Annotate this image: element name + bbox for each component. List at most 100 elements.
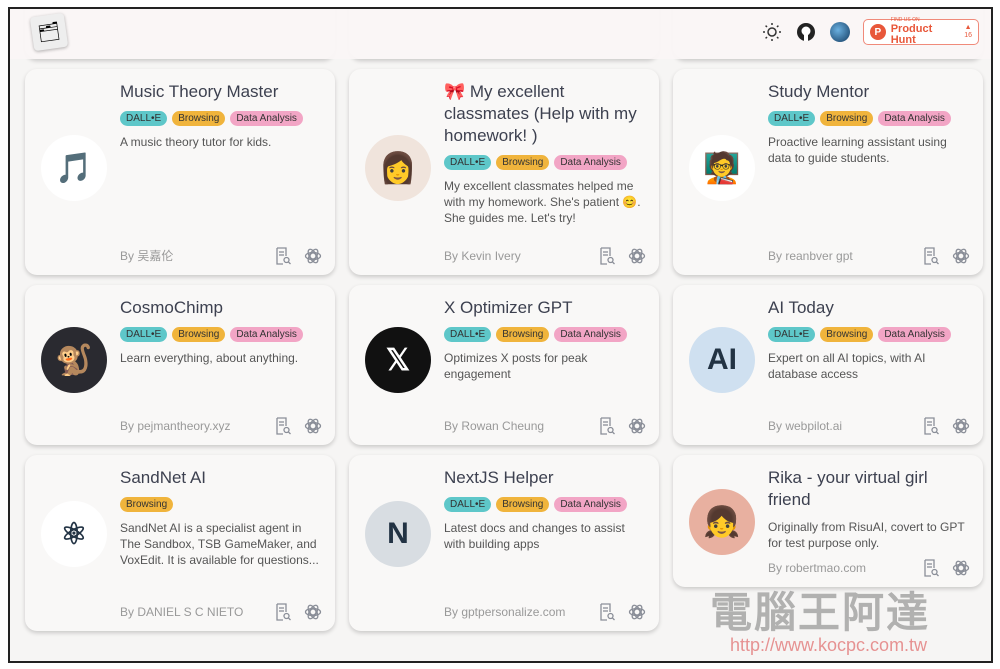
capability-tag: DALL•E (768, 327, 816, 342)
gpt-title[interactable]: NextJS Helper (444, 468, 554, 487)
product-hunt-badge[interactable]: P FIND US ON Product Hunt ▲ 16 (863, 17, 979, 46)
gpt-card[interactable]: ⚛ SandNet AI Browsing SandNet AI is a sp… (25, 455, 335, 631)
gpt-title[interactable]: X Optimizer GPT (444, 298, 573, 317)
gpt-card[interactable]: 👩 🎀 My excellent classmates (Help with m… (349, 69, 659, 275)
capability-tag: Data Analysis (230, 111, 303, 126)
gpt-author: By Rowan Cheung (444, 419, 545, 433)
openai-chatgpt-icon[interactable] (951, 558, 971, 578)
tag-list: DALL•E Browsing Data Analysis (444, 155, 649, 170)
tag-list: DALL•E Browsing Data Analysis (120, 327, 325, 342)
capability-tag: Browsing (172, 327, 226, 342)
openai-chatgpt-icon[interactable] (627, 416, 647, 436)
capability-tag: Browsing (820, 111, 874, 126)
product-hunt-icon: P (870, 24, 886, 40)
globe-icon[interactable] (829, 21, 851, 43)
view-details-icon[interactable] (273, 246, 293, 266)
gpt-avatar: 👩 (365, 135, 431, 201)
gpt-title[interactable]: Rika - your virtual girl friend (768, 468, 928, 509)
gpt-description: Expert on all AI topics, with AI databas… (768, 351, 926, 381)
view-details-icon[interactable] (921, 246, 941, 266)
view-details-icon[interactable] (597, 602, 617, 622)
gpt-author: By gptpersonalize.com (444, 605, 566, 619)
view-details-icon[interactable] (921, 416, 941, 436)
tag-list: DALL•E Browsing Data Analysis (768, 111, 973, 126)
capability-tag: DALL•E (444, 497, 492, 512)
gpt-avatar: 🎵 (41, 135, 107, 201)
gpt-title[interactable]: 🎀 My excellent classmates (Help with my … (444, 82, 637, 145)
product-hunt-caption: FIND US ON (890, 17, 920, 23)
gpt-description: Proactive learning assistant using data … (768, 135, 947, 165)
gpt-avatar: 🐒 (41, 327, 107, 393)
gpt-card[interactable]: 👧 Rika - your virtual girl friend Origin… (673, 455, 983, 587)
openai-chatgpt-icon[interactable] (627, 602, 647, 622)
capability-tag: Browsing (172, 111, 226, 126)
gpt-card[interactable]: N NextJS Helper DALL•E Browsing Data Analy… (349, 455, 659, 631)
gpt-avatar: 🧑‍🏫 (689, 135, 755, 201)
tag-list: DALL•E Browsing Data Analysis (444, 327, 649, 342)
gpt-description: SandNet AI is a specialist agent in The … (120, 521, 319, 567)
gpt-avatar: AI (689, 327, 755, 393)
gpt-author: By webpilot.ai (768, 419, 843, 433)
sun-icon[interactable] (761, 21, 783, 43)
gpt-avatar: N (365, 501, 431, 567)
gpt-card[interactable]: 🧑‍🏫 Study Mentor DALL•E Browsing Data Anal… (673, 69, 983, 275)
gpt-title[interactable]: CosmoChimp (120, 298, 223, 317)
capability-tag: DALL•E (120, 111, 168, 126)
tag-list: DALL•E Browsing Data Analysis (444, 497, 649, 512)
gpt-card[interactable]: 🎵 Music Theory Master DALL•E Browsing Data… (25, 69, 335, 275)
view-details-icon[interactable] (597, 416, 617, 436)
openai-chatgpt-icon[interactable] (951, 246, 971, 266)
github-icon[interactable] (795, 21, 817, 43)
gpt-author: By pejmantheory.xyz (120, 419, 231, 433)
gpt-card[interactable]: 🐒 CosmoChimp DALL•E Browsing Data Analysis… (25, 285, 335, 445)
capability-tag: Browsing (496, 327, 550, 342)
tag-list: DALL•E Browsing Data Analysis (120, 111, 325, 126)
openai-chatgpt-icon[interactable] (627, 246, 647, 266)
openai-chatgpt-icon[interactable] (303, 602, 323, 622)
capability-tag: DALL•E (444, 155, 492, 170)
capability-tag: DALL•E (120, 327, 168, 342)
top-bar: 🗂 P FIND US ON Product Hunt ▲ 16 (10, 9, 991, 59)
capability-tag: DALL•E (444, 327, 492, 342)
view-details-icon[interactable] (273, 602, 293, 622)
gpt-title[interactable]: SandNet AI (120, 468, 207, 487)
openai-chatgpt-icon[interactable] (951, 416, 971, 436)
gpt-title[interactable]: AI Today (768, 298, 834, 317)
capability-tag: Browsing (496, 155, 550, 170)
capability-tag: Data Analysis (554, 155, 627, 170)
upvote-count: ▲ 16 (964, 24, 972, 39)
view-details-icon[interactable] (921, 558, 941, 578)
gpt-author: By DANIEL S C NIETO (120, 605, 244, 619)
tag-list: DALL•E Browsing Data Analysis (768, 327, 973, 342)
gpt-avatar: ⚛ (41, 501, 107, 567)
capability-tag: Data Analysis (230, 327, 303, 342)
gpt-title[interactable]: Study Mentor (768, 82, 870, 101)
gpt-description: Optimizes X posts for peak engagement (444, 351, 588, 381)
capability-tag: Data Analysis (878, 327, 951, 342)
gpt-author: By 吴嘉伦 (120, 249, 174, 263)
gpt-description: Latest docs and changes to assist with b… (444, 521, 625, 551)
gpt-avatar: 𝕏 (365, 327, 431, 393)
capability-tag: DALL•E (768, 111, 816, 126)
watermark-url: http://www.kocpc.com.tw (730, 635, 928, 655)
tag-list: Browsing (120, 497, 325, 512)
site-logo[interactable]: 🗂 (29, 12, 69, 52)
gpt-description: A music theory tutor for kids. (120, 135, 272, 149)
gpt-description: My excellent classmates helped me with m… (444, 179, 641, 225)
gpt-card[interactable]: AI AI Today DALL•E Browsing Data Analysis … (673, 285, 983, 445)
gpt-card[interactable]: 𝕏 X Optimizer GPT DALL•E Browsing Data Ana… (349, 285, 659, 445)
capability-tag: Browsing (496, 497, 550, 512)
gpt-description: Originally from RisuAI, covert to GPT fo… (768, 520, 965, 550)
product-hunt-label: Product Hunt (890, 23, 933, 46)
watermark-text: 電腦王阿達 (710, 589, 931, 636)
openai-chatgpt-icon[interactable] (303, 246, 323, 266)
openai-chatgpt-icon[interactable] (303, 416, 323, 436)
gpt-description: Learn everything, about anything. (120, 351, 299, 365)
gpt-avatar: 👧 (689, 489, 755, 555)
capability-tag: Data Analysis (554, 497, 627, 512)
gpt-title[interactable]: Music Theory Master (120, 82, 279, 101)
capability-tag: Browsing (120, 497, 174, 512)
view-details-icon[interactable] (273, 416, 293, 436)
view-details-icon[interactable] (597, 246, 617, 266)
app-frame: 🗂 P FIND US ON Product Hunt ▲ 16 🎵 Music T… (8, 7, 993, 663)
